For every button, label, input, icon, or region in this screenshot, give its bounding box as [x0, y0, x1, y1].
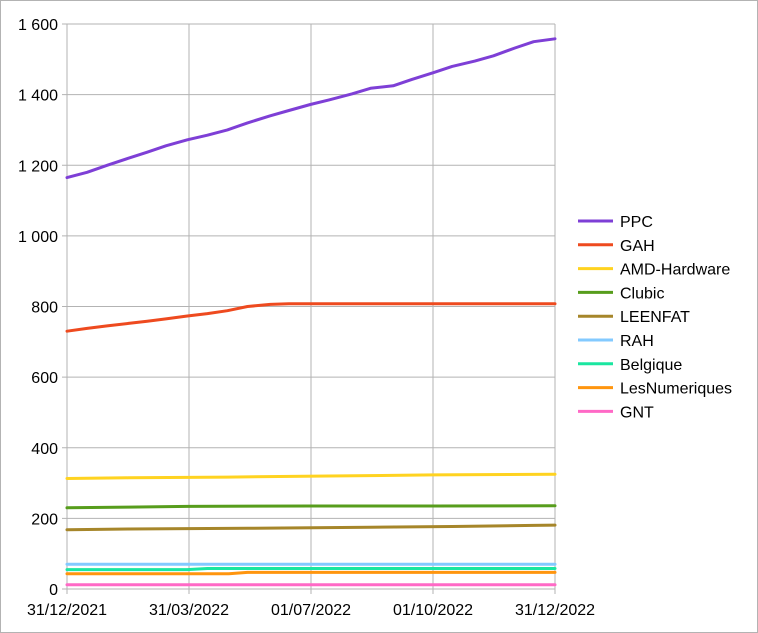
legend-label: AMD-Hardware — [620, 262, 730, 279]
legend-label: LesNumeriques — [620, 381, 732, 398]
y-tick-label: 0 — [49, 582, 58, 599]
y-tick-label: 1 200 — [18, 158, 58, 175]
series-line-amd-hardware — [65, 472, 557, 480]
legend-label: GNT — [620, 404, 654, 421]
gridlines — [66, 23, 556, 594]
legend-label: LEENFAT — [620, 309, 690, 326]
series-line-gah — [65, 302, 557, 333]
legend-label: Clubic — [620, 285, 664, 302]
y-tick-label: 800 — [31, 300, 58, 317]
series-line-lesnumeriques — [65, 570, 557, 576]
series-line-belgique — [65, 567, 557, 572]
y-tick-label: 1 000 — [18, 229, 58, 246]
legend-label: RAH — [620, 333, 654, 350]
x-tick-label: 31/12/2022 — [515, 602, 595, 619]
x-tick-label: 31/03/2022 — [149, 602, 229, 619]
y-tick-label: 400 — [31, 441, 58, 458]
y-tick-label: 1 600 — [18, 17, 58, 34]
series-line-clubic — [65, 504, 557, 510]
y-tick-label: 200 — [31, 511, 58, 528]
legend-label: GAH — [620, 238, 655, 255]
x-tick-label: 01/07/2022 — [271, 602, 351, 619]
legend-label: Belgique — [620, 357, 682, 374]
x-tick-label: 01/10/2022 — [393, 602, 473, 619]
series-line-ppc — [65, 37, 557, 180]
series-line-leenfat — [65, 523, 557, 532]
legend-label: PPC — [620, 214, 653, 231]
y-tick-label: 1 400 — [18, 88, 58, 105]
x-tick-label: 31/12/2021 — [27, 602, 107, 619]
axes: 0 200 400 600 800 1 000 1 200 1 400 1 600 31/12/2… — [18, 17, 595, 619]
legend: PPC GAH AMD-Hardware Clubic LEENFAT RAH Belgiq… — [578, 214, 732, 421]
y-tick-label: 600 — [31, 370, 58, 387]
series-lines — [65, 37, 557, 587]
